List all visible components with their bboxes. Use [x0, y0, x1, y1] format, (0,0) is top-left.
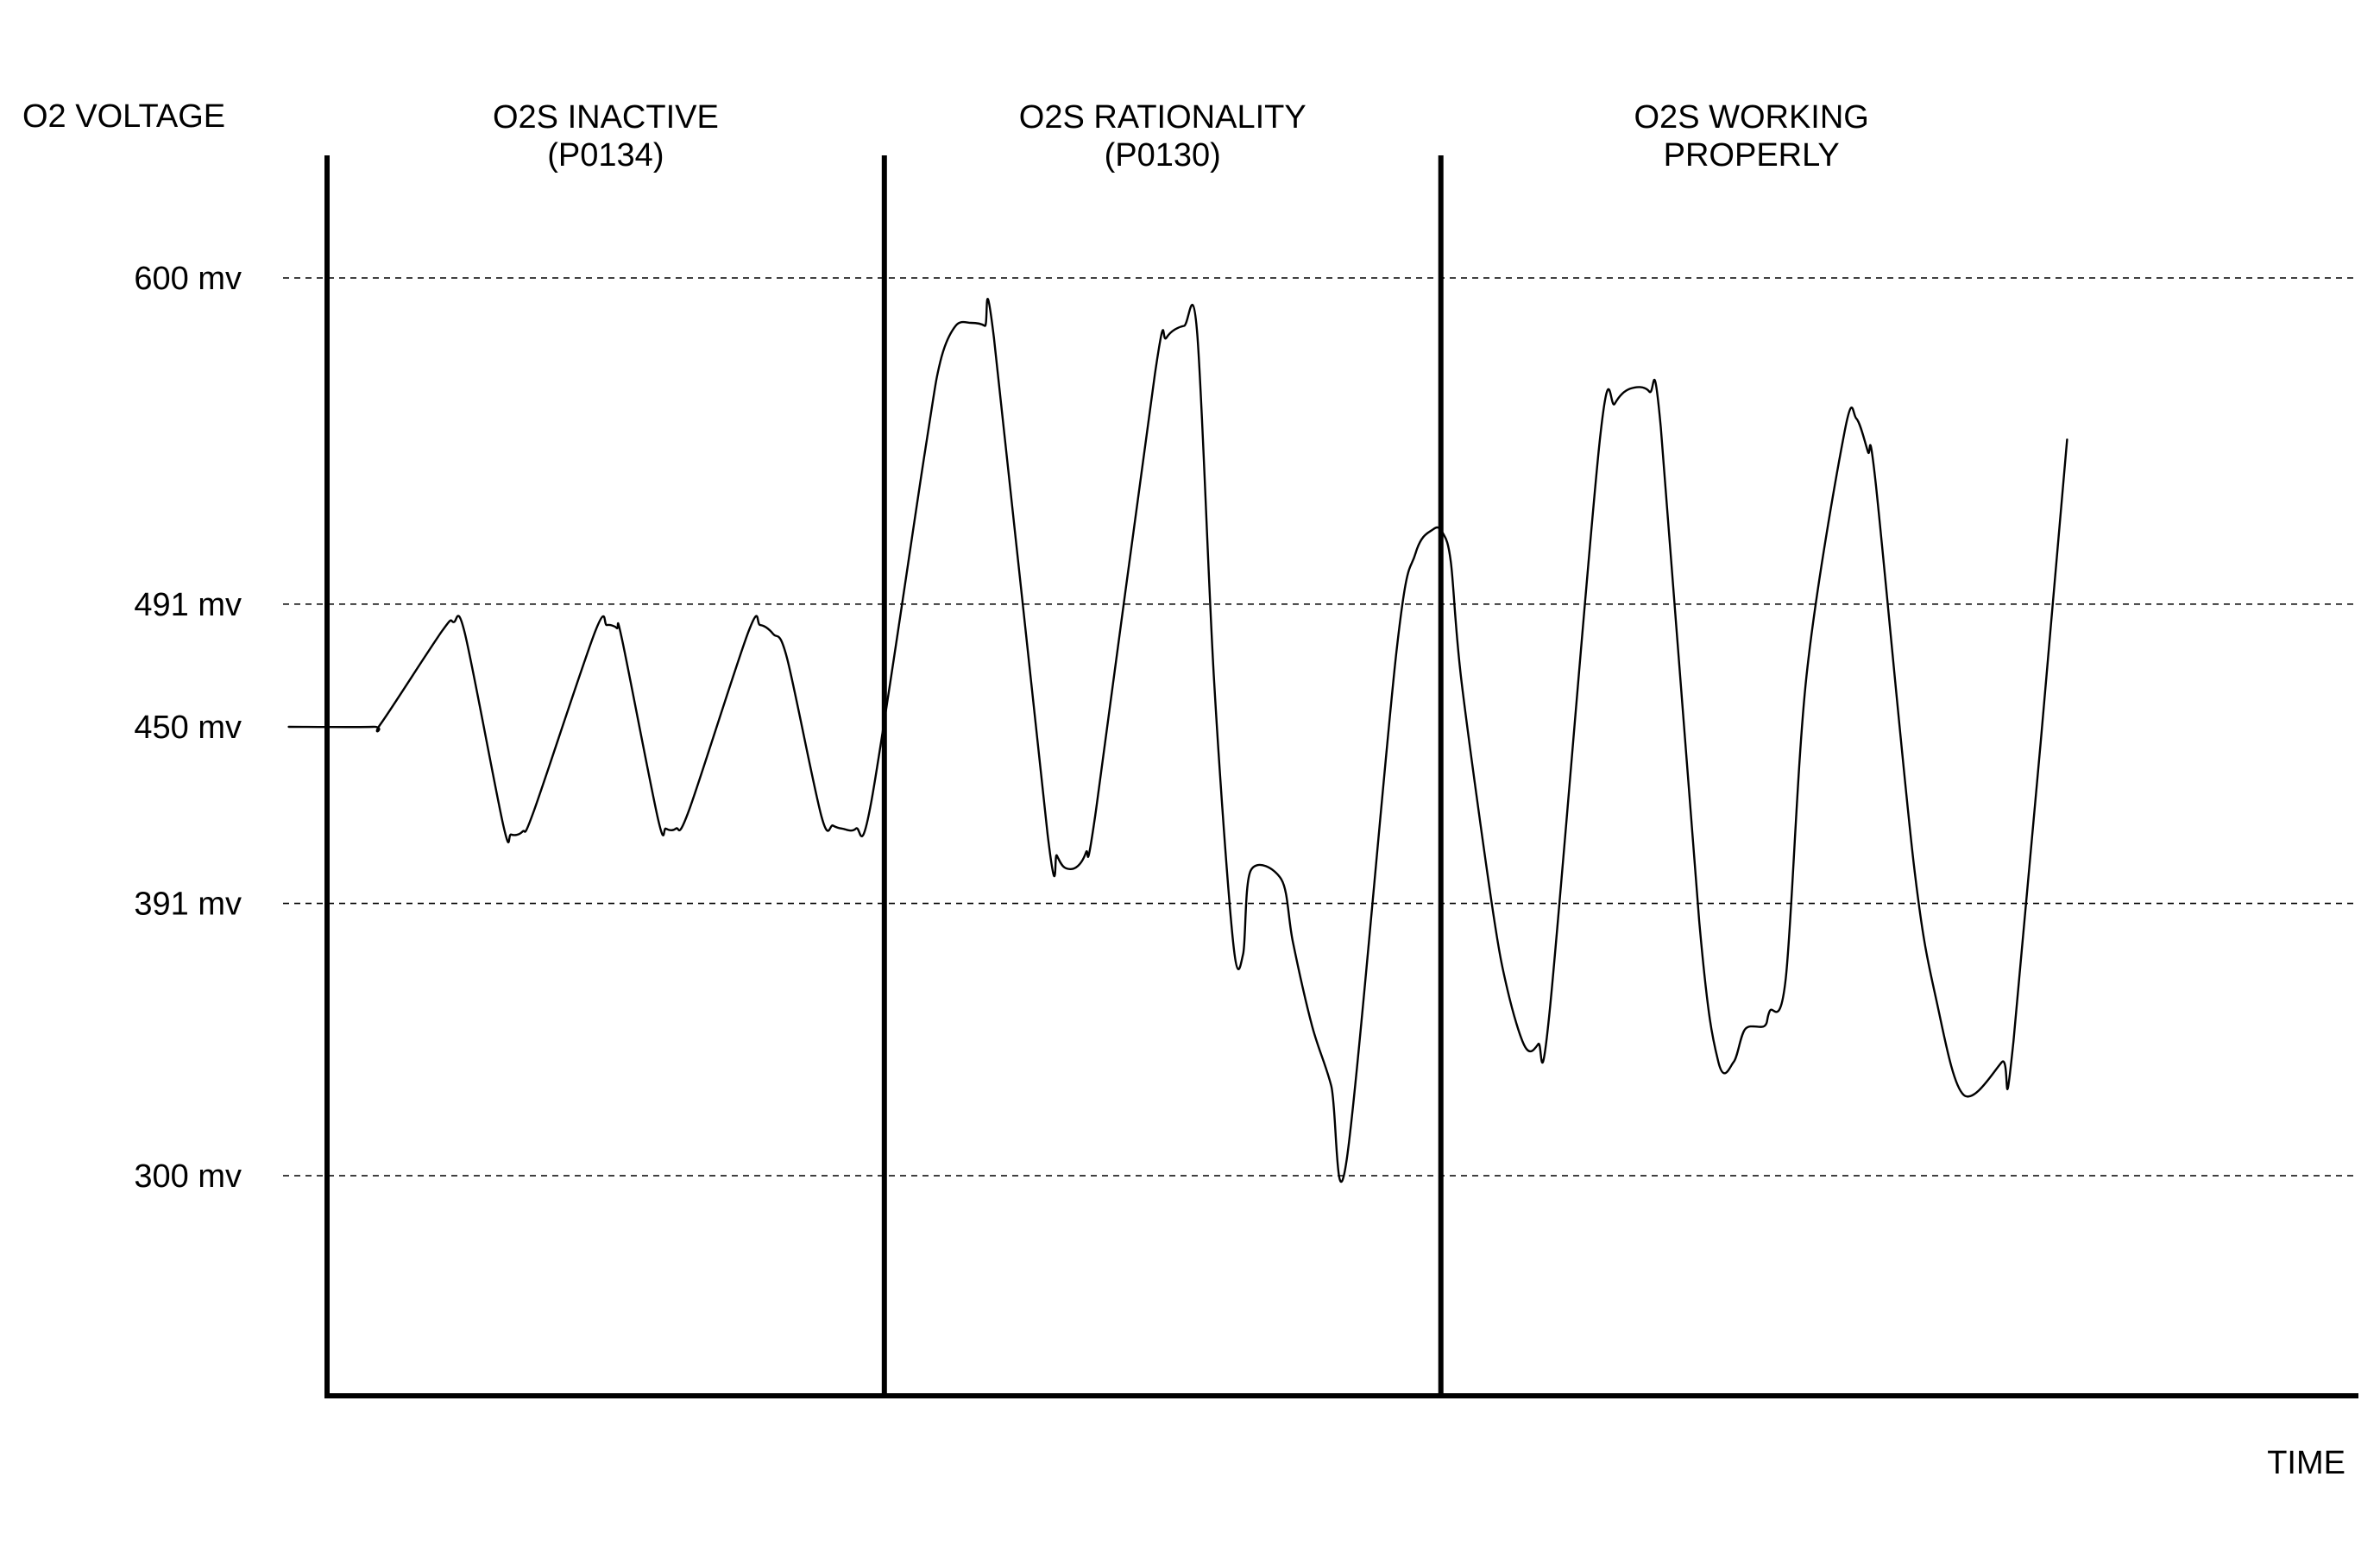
region-label-line1: O2S RATIONALITY [1019, 99, 1306, 136]
y-tick-labels: 600 mv 491 mv 450 mv 391 mv 300 mv [134, 261, 242, 1195]
series-layer [287, 297, 2068, 1183]
gridlines [283, 277, 2358, 1177]
y-tick-label: 391 mv [134, 887, 242, 923]
region-labels: O2S INACTIVE(P0134) O2S RATIONALITY(P0130… [493, 99, 1869, 174]
region-label-line1: O2S WORKING [1634, 99, 1869, 136]
y-tick-label: 491 mv [134, 587, 242, 623]
region-label-line1: O2S INACTIVE [493, 99, 719, 136]
region-label-line2: (P0130) [1105, 137, 1221, 174]
y-axis-label: O2 VOLTAGE [22, 98, 225, 135]
y-tick-label: 450 mv [134, 710, 242, 746]
y-tick-label: 600 mv [134, 261, 242, 297]
region-label-line2: (P0134) [547, 137, 664, 174]
region-label-line2: PROPERLY [1664, 137, 1840, 174]
region-dividers [881, 155, 1444, 1396]
o2-voltage-series-line [287, 297, 2068, 1183]
x-axis-label: TIME [2267, 1445, 2345, 1481]
axes [324, 155, 2358, 1398]
y-tick-label: 300 mv [134, 1158, 242, 1195]
